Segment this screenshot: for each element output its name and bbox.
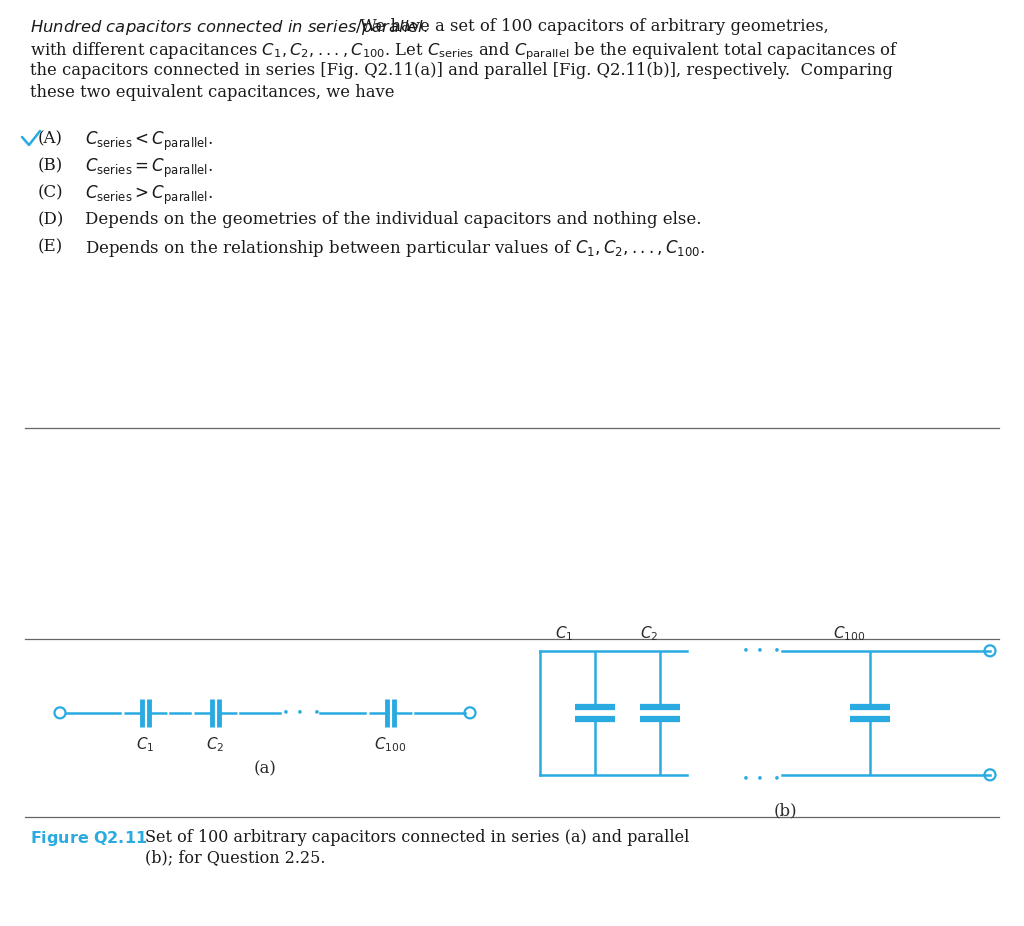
Text: $C_{\mathrm{series}} > C_{\mathrm{parallel}}$.: $C_{\mathrm{series}} > C_{\mathrm{parall… bbox=[85, 184, 213, 207]
Text: $\mathit{Hundred\ capacitors\ connected\ in\ series/parallel.}$: $\mathit{Hundred\ capacitors\ connected\… bbox=[30, 18, 428, 37]
Text: Set of 100 arbitrary capacitors connected in series (a) and parallel: Set of 100 arbitrary capacitors connecte… bbox=[145, 829, 689, 845]
Text: with different capacitances $C_1, C_2, ..., C_{100}$. Let $C_\mathrm{series}$ an: with different capacitances $C_1, C_2, .… bbox=[30, 40, 899, 62]
Text: $C_{100}$: $C_{100}$ bbox=[833, 624, 865, 643]
Text: $C_2$: $C_2$ bbox=[640, 624, 658, 643]
Text: $C_1$: $C_1$ bbox=[136, 735, 155, 754]
Text: the capacitors connected in series [Fig. Q2.11(a)] and parallel [Fig. Q2.11(b)],: the capacitors connected in series [Fig.… bbox=[30, 62, 893, 79]
Text: $C_{100}$: $C_{100}$ bbox=[374, 735, 407, 754]
Text: $\bullet\ \bullet\ \bullet$: $\bullet\ \bullet\ \bullet$ bbox=[740, 643, 779, 656]
Text: $C_2$: $C_2$ bbox=[206, 735, 224, 754]
Text: (b); for Question 2.25.: (b); for Question 2.25. bbox=[145, 849, 326, 866]
Text: Depends on the geometries of the individual capacitors and nothing else.: Depends on the geometries of the individ… bbox=[85, 211, 701, 228]
Text: $\bf{Figure\ Q2.11}$: $\bf{Figure\ Q2.11}$ bbox=[30, 829, 147, 847]
Text: $C_{\mathrm{series}} < C_{\mathrm{parallel}}$.: $C_{\mathrm{series}} < C_{\mathrm{parall… bbox=[85, 130, 213, 153]
Text: $\bullet\ \bullet\ \bullet$: $\bullet\ \bullet\ \bullet$ bbox=[740, 770, 779, 783]
Text: $C_{\mathrm{series}} = C_{\mathrm{parallel}}$.: $C_{\mathrm{series}} = C_{\mathrm{parall… bbox=[85, 157, 213, 181]
Text: $\bullet\ \bullet\ \bullet$: $\bullet\ \bullet\ \bullet$ bbox=[281, 705, 319, 718]
Text: (D): (D) bbox=[38, 211, 65, 228]
Text: (A): (A) bbox=[38, 130, 63, 147]
Text: $C_1$: $C_1$ bbox=[555, 624, 573, 643]
Text: (C): (C) bbox=[38, 184, 63, 201]
Text: (b): (b) bbox=[773, 803, 797, 820]
Text: (E): (E) bbox=[38, 238, 63, 255]
Text: these two equivalent capacitances, we have: these two equivalent capacitances, we ha… bbox=[30, 84, 394, 101]
Text: (B): (B) bbox=[38, 157, 63, 174]
Text: (a): (a) bbox=[254, 761, 276, 778]
Text: We have a set of 100 capacitors of arbitrary geometries,: We have a set of 100 capacitors of arbit… bbox=[360, 18, 828, 35]
Text: Depends on the relationship between particular values of $C_1, C_2, ..., C_{100}: Depends on the relationship between part… bbox=[85, 238, 706, 259]
